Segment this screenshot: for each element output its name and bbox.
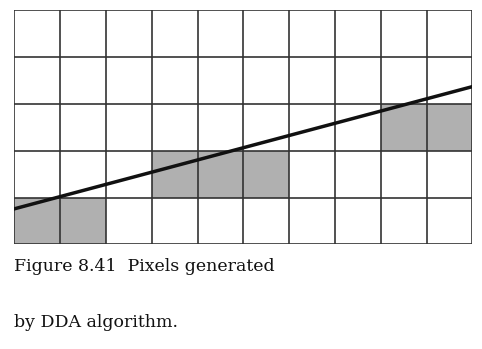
Bar: [14, 198, 60, 244]
Bar: [381, 104, 427, 151]
Text: Figure 8.41  Pixels generated: Figure 8.41 Pixels generated: [14, 258, 275, 275]
Bar: [243, 151, 289, 198]
Bar: [427, 104, 472, 151]
Bar: [152, 151, 198, 198]
Text: by DDA algorithm.: by DDA algorithm.: [14, 314, 178, 331]
Bar: [60, 198, 106, 244]
Bar: [198, 151, 243, 198]
